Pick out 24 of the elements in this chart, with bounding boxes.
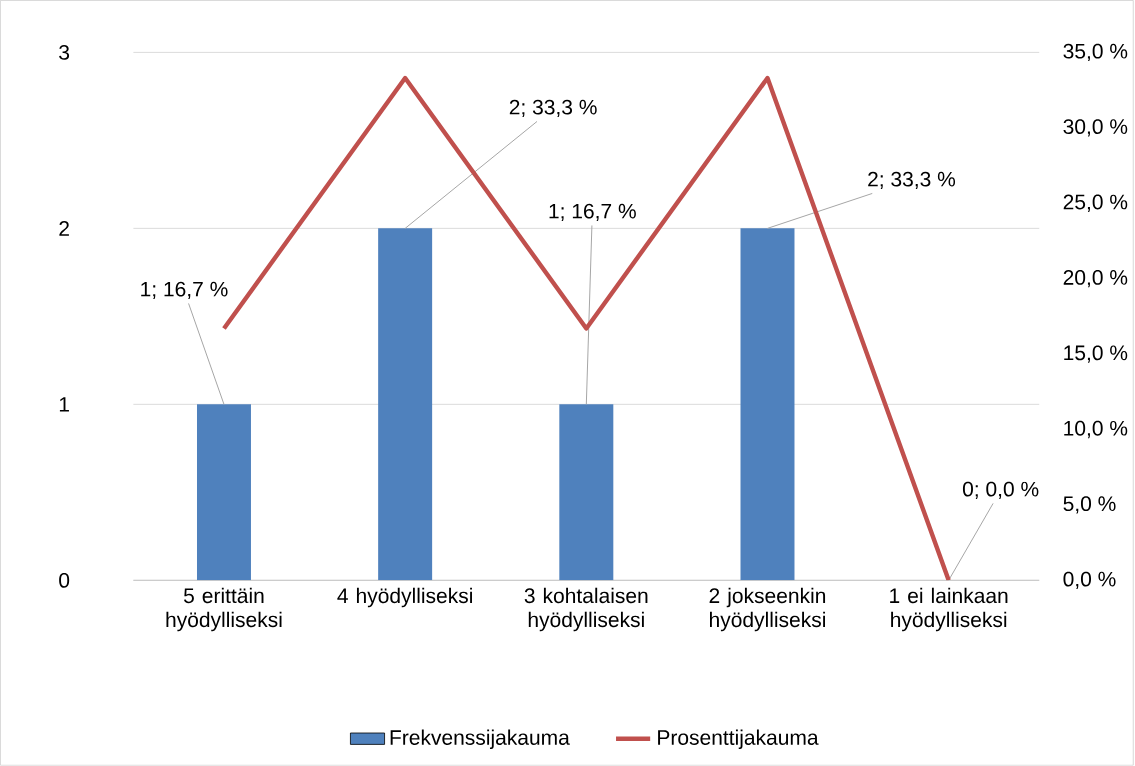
x-tick-label: 4 hyödylliseksi <box>337 587 472 608</box>
y2-tick-label: 30,0 % <box>1063 119 1128 137</box>
y2-tick-label: 10,0 % <box>1064 420 1128 439</box>
x-tick-label: 2 jokseenkin hyödylliseksi <box>709 587 826 632</box>
data-label: 2; 33,3 % <box>868 171 956 190</box>
y-tick-label: 0 <box>59 573 70 588</box>
legend-label: Prosenttijakauma <box>658 729 819 750</box>
y-tick-label: 1 <box>59 397 69 412</box>
y-tick-label: 3 <box>59 45 70 60</box>
data-label: 1; 16,7 % <box>549 203 636 222</box>
x-tick-label: 3 kohtalaisen hyödylliseksi <box>524 587 648 632</box>
x-tick-label: 5 erittäin hyödylliseksi <box>166 587 282 632</box>
y2-tick-label: 5,0 % <box>1063 496 1116 514</box>
x-tick-label: 1 ei lainkaan hyödylliseksi <box>890 587 1008 632</box>
data-label: 0; 0,0 % <box>962 481 1039 500</box>
data-label: 1; 16,7 % <box>141 281 228 300</box>
y2-tick-label: 20,0 % <box>1063 270 1128 288</box>
y2-tick-label: 35,0 % <box>1063 43 1128 62</box>
y2-tick-label: 0,0 % <box>1063 571 1116 590</box>
y-tick-label: 2 <box>59 221 69 236</box>
y2-tick-label: 25,0 % <box>1063 194 1128 213</box>
data-label: 2; 33,3 % <box>509 99 597 118</box>
y2-tick-label: 15,0 % <box>1064 345 1128 363</box>
legend-label: Frekvenssijakauma <box>390 729 570 750</box>
